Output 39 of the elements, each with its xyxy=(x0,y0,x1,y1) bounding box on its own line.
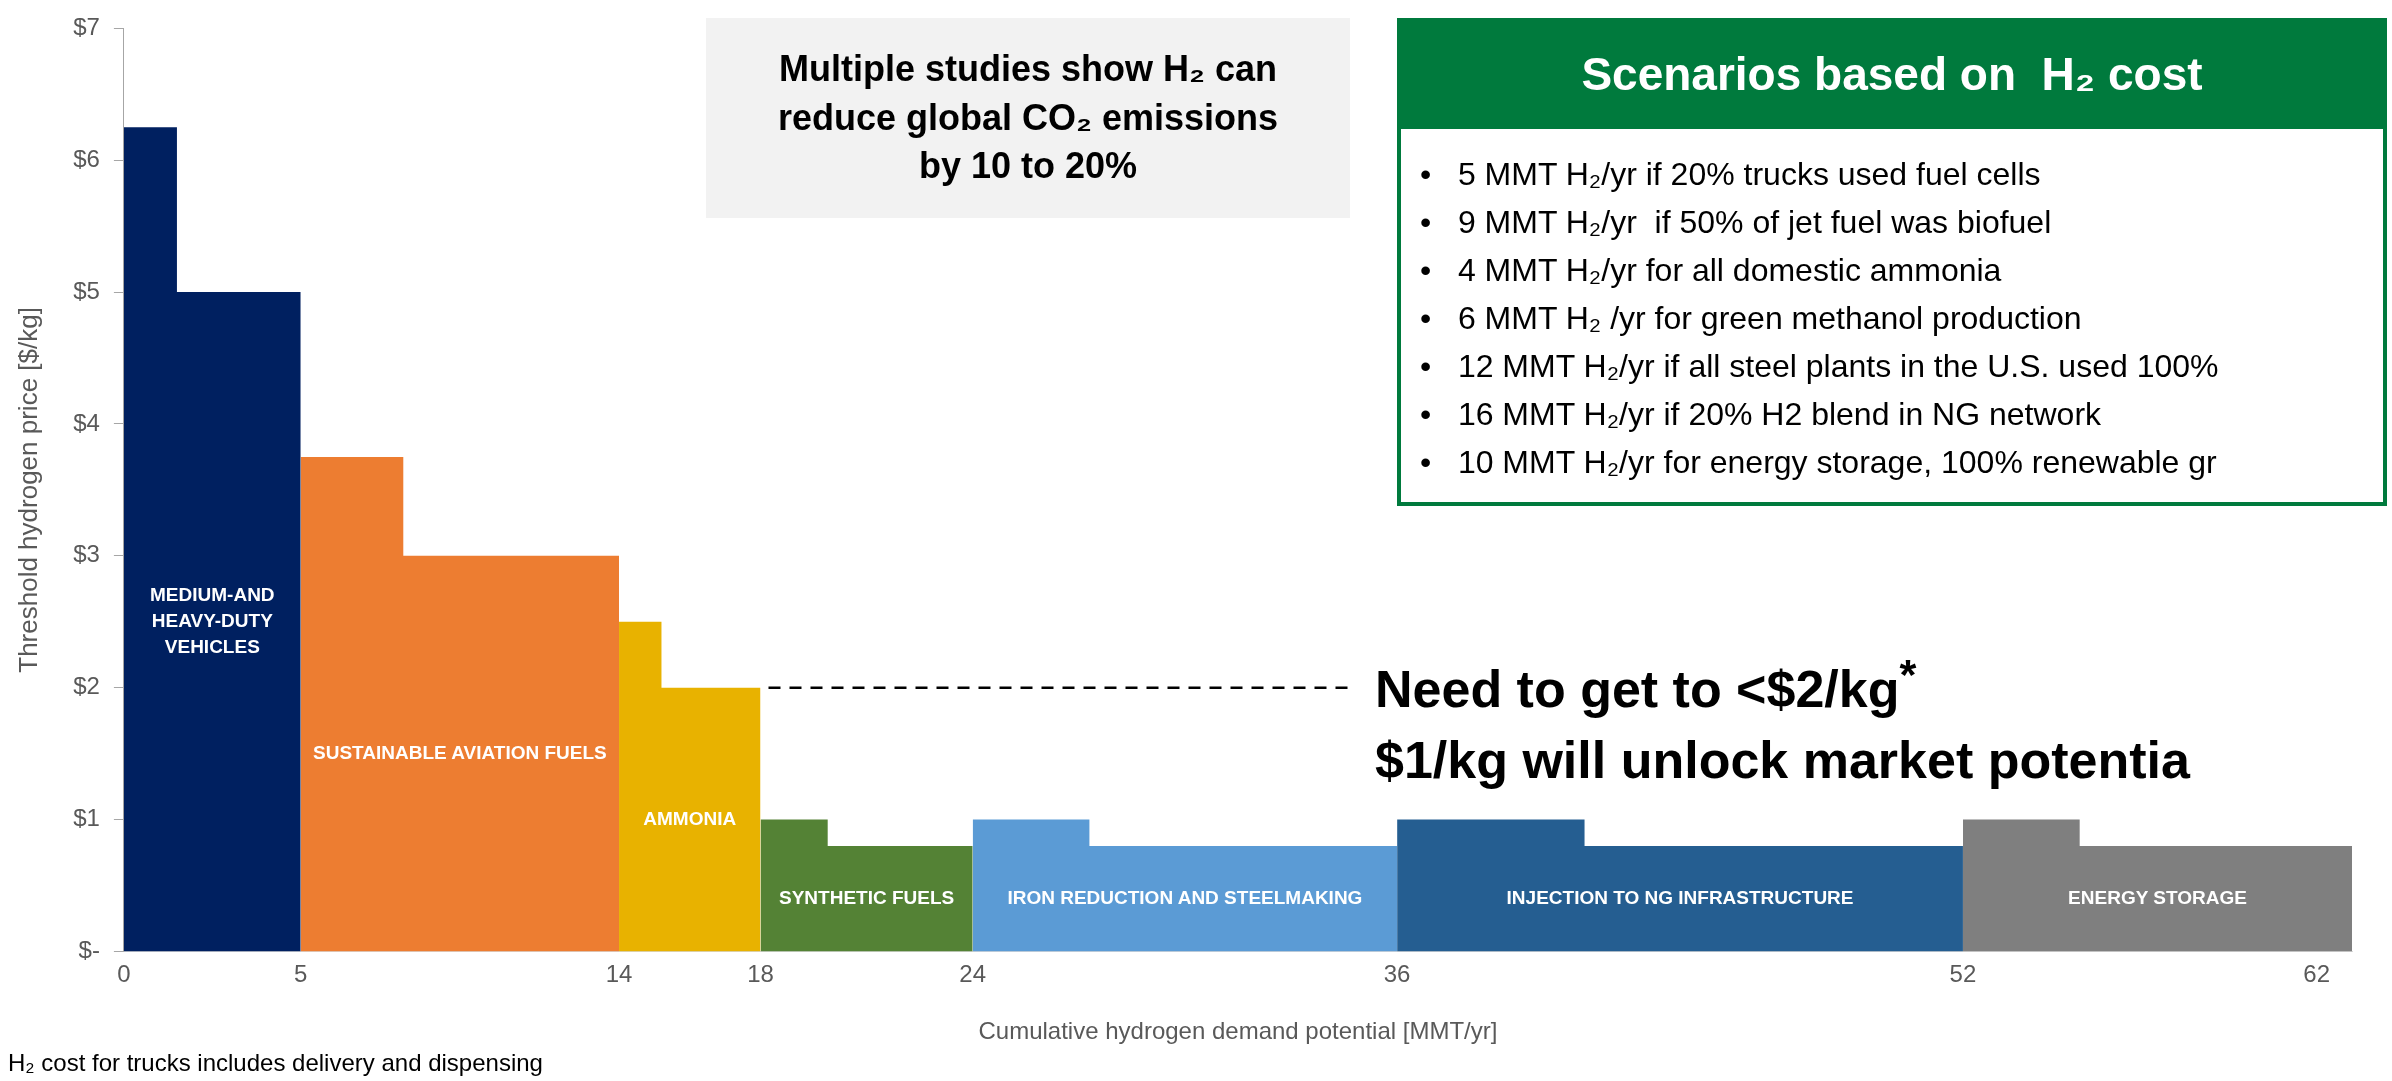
series-label: IRON REDUCTION AND STEELMAKING xyxy=(1007,886,1363,908)
y-tick-label: $7 xyxy=(73,13,100,41)
series-label: MEDIUM-AND HEAVY-DUTY VEHICLES xyxy=(150,583,275,657)
series-label: INJECTION TO NG INFRASTRUCTURE xyxy=(1506,886,1854,908)
x-tick-label: 5 xyxy=(294,960,308,988)
y-tick-label: $4 xyxy=(73,408,100,436)
x-tick-label: 62 xyxy=(2303,960,2330,988)
annotation: Multiple studies show H₂ can reduce global CO₂ emissions by 10 to 20% xyxy=(776,47,1280,189)
y-tick-label: $1 xyxy=(73,804,100,832)
series-label: SUSTAINABLE AVIATION FUELS xyxy=(312,741,607,763)
annotation: • 16 MMT H₂/yr if 20% H2 blend in NG network xyxy=(1420,395,2103,434)
series-label: SYNTHETIC FUELS xyxy=(778,886,955,908)
y-tick-label: $2 xyxy=(73,672,100,700)
annotation: • 4 MMT H₂/yr for all domestic ammonia xyxy=(1420,251,2003,290)
annotation: Need to get to <$2/kg$^{*}$ xyxy=(1375,649,1917,719)
annotation: • 10 MMT H₂/yr for energy storage, 100% renewable gr xyxy=(1420,443,2218,482)
annotation: $1/kg will unlock market potentia xyxy=(1375,730,2190,790)
x-tick-label: 36 xyxy=(1383,960,1411,988)
series-label: ENERGY STORAGE xyxy=(2068,886,2247,908)
x-tick-label: 0 xyxy=(117,960,131,988)
x-tick-label: 24 xyxy=(959,960,987,988)
y-axis-title: Threshold hydrogen price [$/kg] xyxy=(12,307,43,673)
series-label: AMMONIA xyxy=(643,807,737,829)
header-panel: Scenarios based on H₂ cost xyxy=(1397,18,2387,129)
x-tick-label: 14 xyxy=(605,960,633,988)
x-tick-label: 52 xyxy=(1949,960,1977,988)
y-tick-label: $5 xyxy=(73,276,100,304)
y-tick-label: $- xyxy=(78,936,100,964)
text: H₂ cost for trucks includes delivery and dispensing xyxy=(8,1049,543,1077)
annotation: • 12 MMT H₂/yr if all steel plants in the U.S. used 100% xyxy=(1420,347,2220,386)
y-tick-label: $6 xyxy=(73,144,100,172)
annotation: • 6 MMT H₂ /yr for green methanol production xyxy=(1420,299,2083,338)
annotation: • 5 MMT H₂/yr if 20% trucks used fuel cells xyxy=(1420,155,2042,194)
annotation: Scenarios based on H₂ cost xyxy=(1581,46,2203,101)
note-panel: Multiple studies show H₂ can reduce global CO₂ emissions by 10 to 20% xyxy=(706,18,1350,218)
annotation: • 9 MMT H₂/yr if 50% of jet fuel was biofuel xyxy=(1420,203,2053,242)
x-tick-label: 18 xyxy=(747,960,774,988)
x-axis-title: Cumulative hydrogen demand potential [MMT/yr] xyxy=(978,1017,1498,1045)
y-tick-label: $3 xyxy=(73,540,100,568)
